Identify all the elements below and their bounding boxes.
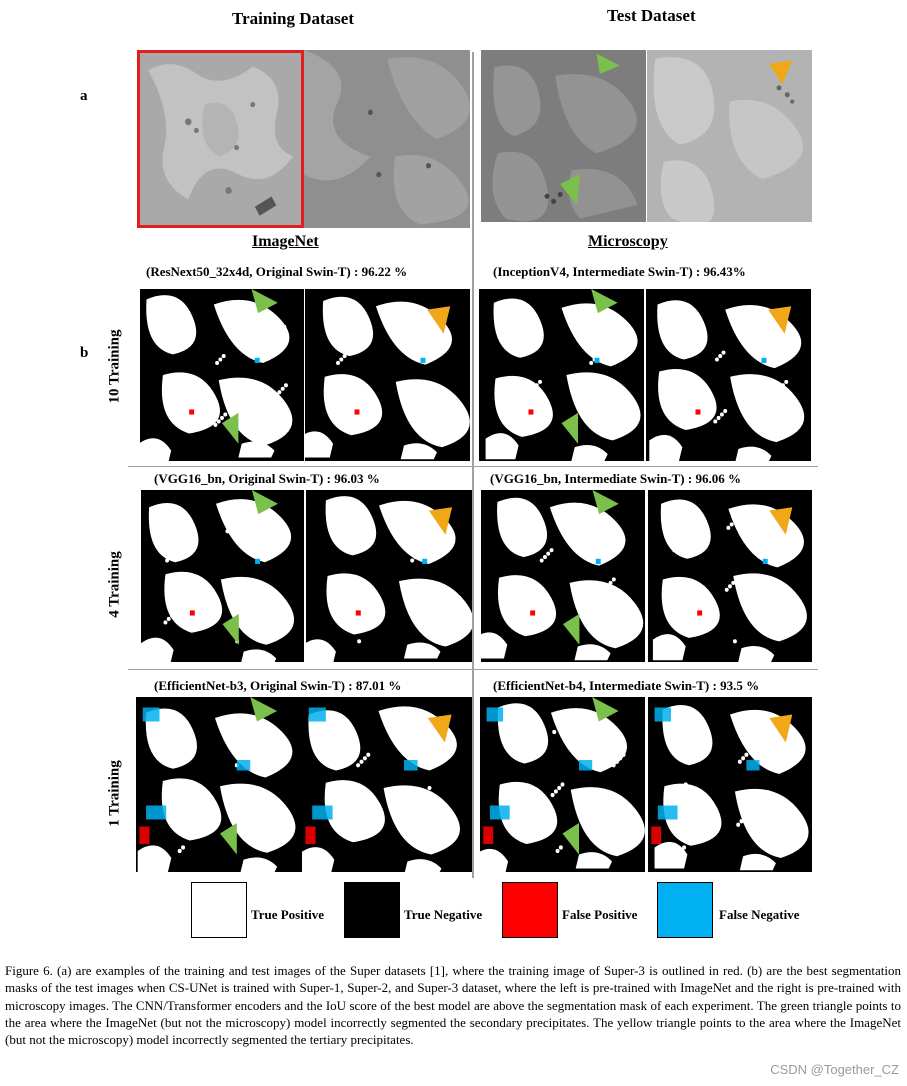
- test-image-2: [647, 50, 812, 222]
- watermark: CSDN @Together_CZ: [770, 1062, 899, 1077]
- segmentation-mask-r1-c3: [479, 289, 644, 461]
- segmentation-mask-r2-c3: [481, 490, 645, 662]
- segmentation-mask-r1-c4: [646, 289, 811, 461]
- score-row3-imagenet: (EfficientNet-b3, Original Swin-T) : 87.…: [154, 678, 402, 693]
- panel-label-a: a: [80, 88, 88, 104]
- row-label-10-training: 10 Training: [106, 329, 123, 404]
- legend-label-false-negative: False Negative: [719, 907, 800, 922]
- segmentation-mask-r3-c2: [302, 697, 472, 872]
- score-row1-microscopy: (InceptionV4, Intermediate Swin-T) : 96.…: [493, 264, 746, 279]
- legend-swatch-true-positive: [191, 882, 247, 938]
- segmentation-mask-r3-c3: [480, 697, 645, 872]
- row-separator-1: [128, 466, 818, 467]
- microscopy-subheader: Microscopy: [588, 233, 668, 250]
- training-dataset-header: Training Dataset: [232, 9, 354, 28]
- segmentation-mask-r2-c2: [306, 490, 472, 662]
- segmentation-mask-r1-c1: [140, 289, 304, 461]
- segmentation-mask-r3-c4: [648, 697, 812, 872]
- segmentation-mask-r3-c1: [136, 697, 304, 872]
- legend-swatch-true-negative: [344, 882, 400, 938]
- segmentation-mask-r2-c1: [141, 490, 304, 662]
- test-dataset-header: Test Dataset: [607, 6, 696, 25]
- panel-label-b: b: [80, 345, 89, 361]
- legend-label-true-positive: True Positive: [251, 907, 325, 922]
- legend-swatch-false-negative: [657, 882, 713, 938]
- row-label-4-training: 4 Training: [106, 551, 123, 618]
- test-image-1: [481, 50, 646, 222]
- score-row2-microscopy: (VGG16_bn, Intermediate Swin-T) : 96.06 …: [490, 471, 741, 486]
- legend-swatch-false-positive: [502, 882, 558, 938]
- training-image-2: [304, 50, 470, 228]
- vertical-separator: [472, 52, 474, 878]
- score-row1-imagenet: (ResNext50_32x4d, Original Swin-T) : 96.…: [146, 264, 408, 279]
- row-separator-2: [128, 669, 818, 670]
- score-row3-microscopy: (EfficientNet-b4, Intermediate Swin-T) :…: [493, 678, 760, 693]
- segmentation-mask-r2-c4: [648, 490, 812, 662]
- legend-label-true-negative: True Negative: [404, 907, 483, 922]
- figure-caption: Figure 6. (a) are examples of the traini…: [5, 963, 901, 1048]
- segmentation-mask-r1-c2: [305, 289, 470, 461]
- training-image-super3: [137, 50, 304, 228]
- legend-label-false-positive: False Positive: [562, 907, 638, 922]
- imagenet-subheader: ImageNet: [252, 233, 319, 250]
- score-row2-imagenet: (VGG16_bn, Original Swin-T) : 96.03 %: [154, 471, 380, 486]
- row-label-1-training: 1 Training: [106, 760, 123, 827]
